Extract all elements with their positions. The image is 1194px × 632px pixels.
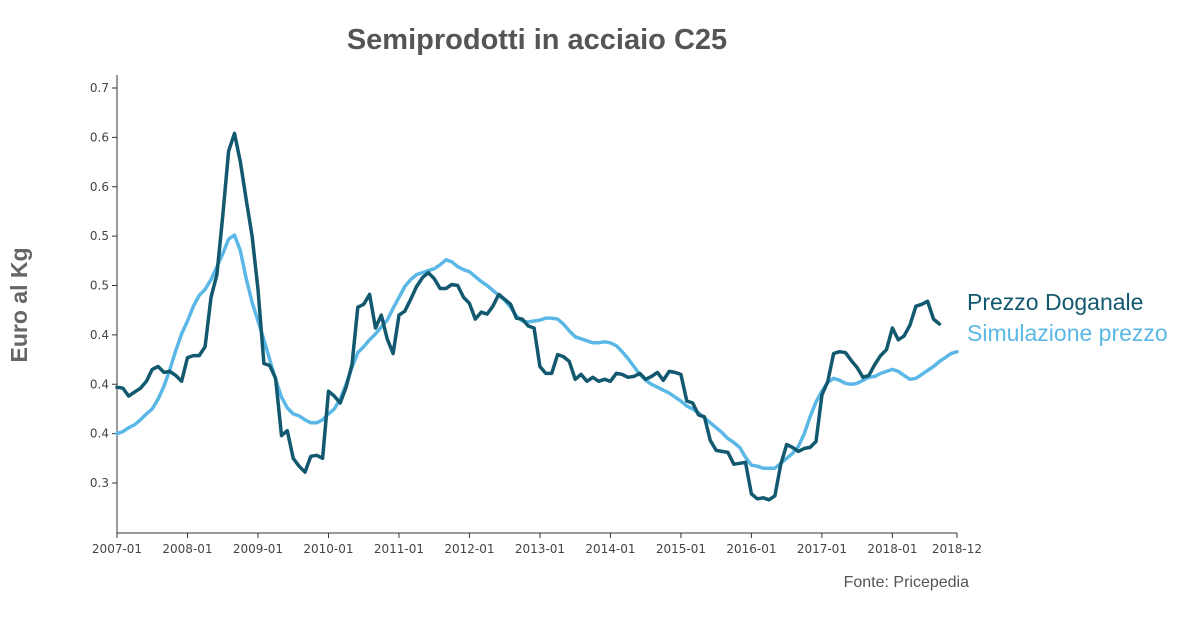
y-tick-label: 0.4 — [90, 377, 109, 391]
axes: 0.3 0.4 0.4 0.4 0.5 0.5 0.6 0.6 0.7 2007-01 2008-0… — [90, 75, 982, 556]
y-tick-label: 0.5 — [90, 279, 109, 293]
legend-item-prezzo-doganale: Prezzo Doganale — [967, 289, 1143, 315]
x-tick-label: 2010-01 — [303, 542, 353, 556]
y-tick-label: 0.3 — [90, 476, 109, 490]
x-tick-label: 2018-01 — [867, 542, 917, 556]
chart-title: Semiprodotti in acciaio C25 — [347, 24, 727, 56]
series-line-simulazione-prezzo — [115, 233, 959, 470]
series-layer — [115, 131, 959, 502]
x-tick-label: 2017-01 — [797, 542, 847, 556]
y-axis-label: Euro al Kg — [6, 247, 32, 362]
y-tick-label: 0.4 — [90, 328, 109, 342]
y-tick-label: 0.4 — [90, 427, 109, 441]
x-tick-label: 2018-12 — [932, 542, 982, 556]
x-tick-label: 2008-01 — [162, 542, 212, 556]
x-tick-label: 2014-01 — [585, 542, 635, 556]
x-tick-label: 2007-01 — [92, 542, 142, 556]
x-tick-label: 2013-01 — [515, 542, 565, 556]
x-tick-label: 2011-01 — [374, 542, 424, 556]
source-note: Fonte: Pricepedia — [844, 574, 970, 591]
x-tick-label: 2016-01 — [726, 542, 776, 556]
legend-item-simulazione-prezzo: Simulazione prezzo — [967, 320, 1168, 346]
y-tick-label: 0.6 — [90, 180, 109, 194]
y-tick-label: 0.5 — [90, 229, 109, 243]
x-tick-label: 2009-01 — [233, 542, 283, 556]
x-tick-label: 2012-01 — [444, 542, 494, 556]
series-line-prezzo-doganale — [115, 131, 942, 502]
x-tick-label: 2015-01 — [656, 542, 706, 556]
y-tick-label: 0.7 — [90, 81, 109, 95]
y-tick-label: 0.6 — [90, 130, 109, 144]
legend: Prezzo Doganale Simulazione prezzo — [967, 289, 1168, 346]
